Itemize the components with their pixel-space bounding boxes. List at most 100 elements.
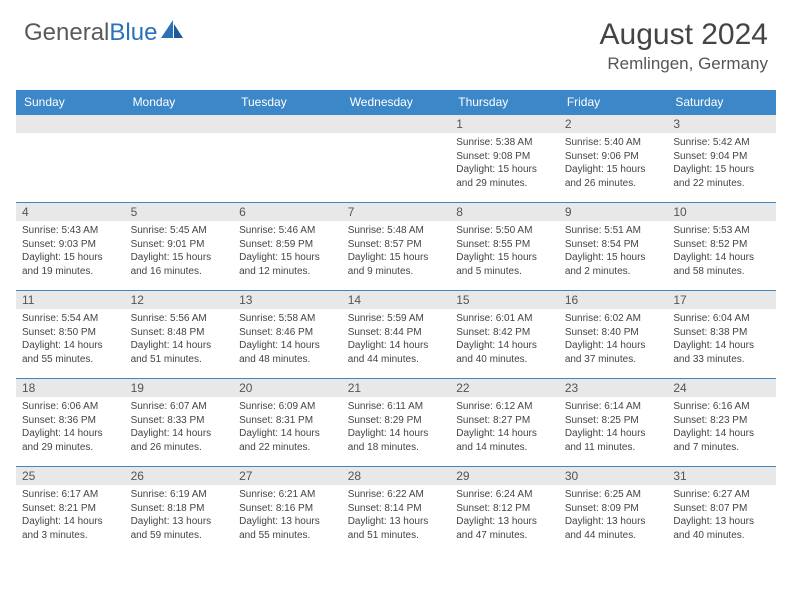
- sunset-text: Sunset: 8:57 PM: [348, 238, 445, 252]
- sunrise-text: Sunrise: 6:12 AM: [456, 400, 553, 414]
- sunrise-text: Sunrise: 6:01 AM: [456, 312, 553, 326]
- day-number: 2: [559, 115, 668, 133]
- calendar-cell: 5Sunrise: 5:45 AMSunset: 9:01 PMDaylight…: [125, 203, 234, 291]
- weekday-header: Sunday: [16, 90, 125, 115]
- day-number: 4: [16, 203, 125, 221]
- daylight-text: Daylight: 15 hours and 9 minutes.: [348, 251, 445, 278]
- sunset-text: Sunset: 9:03 PM: [22, 238, 119, 252]
- sunset-text: Sunset: 8:55 PM: [456, 238, 553, 252]
- calendar-cell: 30Sunrise: 6:25 AMSunset: 8:09 PMDayligh…: [559, 467, 668, 555]
- daylight-text: Daylight: 15 hours and 16 minutes.: [131, 251, 228, 278]
- sunset-text: Sunset: 9:04 PM: [673, 150, 770, 164]
- daylight-text: Daylight: 15 hours and 2 minutes.: [565, 251, 662, 278]
- calendar-cell: 18Sunrise: 6:06 AMSunset: 8:36 PMDayligh…: [16, 379, 125, 467]
- weekday-header: Friday: [559, 90, 668, 115]
- calendar-cell: [233, 115, 342, 203]
- calendar-cell: 15Sunrise: 6:01 AMSunset: 8:42 PMDayligh…: [450, 291, 559, 379]
- sunset-text: Sunset: 8:23 PM: [673, 414, 770, 428]
- calendar-body: 1Sunrise: 5:38 AMSunset: 9:08 PMDaylight…: [16, 115, 776, 555]
- daylight-text: Daylight: 15 hours and 12 minutes.: [239, 251, 336, 278]
- day-info: Sunrise: 5:48 AMSunset: 8:57 PMDaylight:…: [342, 221, 451, 282]
- calendar-cell: 21Sunrise: 6:11 AMSunset: 8:29 PMDayligh…: [342, 379, 451, 467]
- day-info: Sunrise: 5:38 AMSunset: 9:08 PMDaylight:…: [450, 133, 559, 194]
- sunset-text: Sunset: 9:06 PM: [565, 150, 662, 164]
- calendar-week: 18Sunrise: 6:06 AMSunset: 8:36 PMDayligh…: [16, 379, 776, 467]
- day-number: 26: [125, 467, 234, 485]
- sunset-text: Sunset: 8:59 PM: [239, 238, 336, 252]
- sunrise-text: Sunrise: 5:43 AM: [22, 224, 119, 238]
- sunrise-text: Sunrise: 5:56 AM: [131, 312, 228, 326]
- daylight-text: Daylight: 14 hours and 44 minutes.: [348, 339, 445, 366]
- daylight-text: Daylight: 14 hours and 29 minutes.: [22, 427, 119, 454]
- sunset-text: Sunset: 8:40 PM: [565, 326, 662, 340]
- day-info: Sunrise: 5:40 AMSunset: 9:06 PMDaylight:…: [559, 133, 668, 194]
- sunrise-text: Sunrise: 6:07 AM: [131, 400, 228, 414]
- daylight-text: Daylight: 14 hours and 55 minutes.: [22, 339, 119, 366]
- calendar-cell: 16Sunrise: 6:02 AMSunset: 8:40 PMDayligh…: [559, 291, 668, 379]
- day-number: [233, 115, 342, 133]
- day-info: Sunrise: 6:12 AMSunset: 8:27 PMDaylight:…: [450, 397, 559, 458]
- calendar-cell: 14Sunrise: 5:59 AMSunset: 8:44 PMDayligh…: [342, 291, 451, 379]
- sunset-text: Sunset: 8:42 PM: [456, 326, 553, 340]
- sunrise-text: Sunrise: 5:53 AM: [673, 224, 770, 238]
- sunrise-text: Sunrise: 6:04 AM: [673, 312, 770, 326]
- day-number: 21: [342, 379, 451, 397]
- sunrise-text: Sunrise: 6:14 AM: [565, 400, 662, 414]
- logo-text-gray: General: [24, 19, 109, 47]
- daylight-text: Daylight: 13 hours and 40 minutes.: [673, 515, 770, 542]
- day-number: 29: [450, 467, 559, 485]
- calendar-cell: 28Sunrise: 6:22 AMSunset: 8:14 PMDayligh…: [342, 467, 451, 555]
- daylight-text: Daylight: 15 hours and 5 minutes.: [456, 251, 553, 278]
- sunrise-text: Sunrise: 6:24 AM: [456, 488, 553, 502]
- calendar-week: 4Sunrise: 5:43 AMSunset: 9:03 PMDaylight…: [16, 203, 776, 291]
- day-number: 11: [16, 291, 125, 309]
- weekday-header: Tuesday: [233, 90, 342, 115]
- sunset-text: Sunset: 9:08 PM: [456, 150, 553, 164]
- daylight-text: Daylight: 14 hours and 26 minutes.: [131, 427, 228, 454]
- calendar-cell: 19Sunrise: 6:07 AMSunset: 8:33 PMDayligh…: [125, 379, 234, 467]
- month-title: August 2024: [600, 18, 768, 52]
- sunset-text: Sunset: 8:07 PM: [673, 502, 770, 516]
- sunset-text: Sunset: 8:25 PM: [565, 414, 662, 428]
- sunset-text: Sunset: 8:21 PM: [22, 502, 119, 516]
- day-number: 7: [342, 203, 451, 221]
- daylight-text: Daylight: 14 hours and 11 minutes.: [565, 427, 662, 454]
- day-number: 12: [125, 291, 234, 309]
- day-number: 3: [667, 115, 776, 133]
- day-number: [342, 115, 451, 133]
- day-info: Sunrise: 5:51 AMSunset: 8:54 PMDaylight:…: [559, 221, 668, 282]
- sunrise-text: Sunrise: 5:58 AM: [239, 312, 336, 326]
- daylight-text: Daylight: 14 hours and 37 minutes.: [565, 339, 662, 366]
- day-info: Sunrise: 6:27 AMSunset: 8:07 PMDaylight:…: [667, 485, 776, 546]
- day-number: 14: [342, 291, 451, 309]
- day-number: 30: [559, 467, 668, 485]
- sunset-text: Sunset: 8:36 PM: [22, 414, 119, 428]
- calendar-cell: 23Sunrise: 6:14 AMSunset: 8:25 PMDayligh…: [559, 379, 668, 467]
- daylight-text: Daylight: 14 hours and 48 minutes.: [239, 339, 336, 366]
- title-block: August 2024 Remlingen, Germany: [600, 18, 768, 74]
- day-info: Sunrise: 5:43 AMSunset: 9:03 PMDaylight:…: [16, 221, 125, 282]
- daylight-text: Daylight: 13 hours and 59 minutes.: [131, 515, 228, 542]
- location: Remlingen, Germany: [600, 54, 768, 74]
- day-info: Sunrise: 6:19 AMSunset: 8:18 PMDaylight:…: [125, 485, 234, 546]
- logo: GeneralBlue: [24, 18, 185, 47]
- sunset-text: Sunset: 8:46 PM: [239, 326, 336, 340]
- calendar-cell: 17Sunrise: 6:04 AMSunset: 8:38 PMDayligh…: [667, 291, 776, 379]
- day-info: Sunrise: 6:25 AMSunset: 8:09 PMDaylight:…: [559, 485, 668, 546]
- sunrise-text: Sunrise: 6:22 AM: [348, 488, 445, 502]
- sunset-text: Sunset: 8:48 PM: [131, 326, 228, 340]
- daylight-text: Daylight: 14 hours and 33 minutes.: [673, 339, 770, 366]
- day-info: Sunrise: 6:16 AMSunset: 8:23 PMDaylight:…: [667, 397, 776, 458]
- day-info: Sunrise: 5:59 AMSunset: 8:44 PMDaylight:…: [342, 309, 451, 370]
- day-info: Sunrise: 6:07 AMSunset: 8:33 PMDaylight:…: [125, 397, 234, 458]
- calendar-week: 1Sunrise: 5:38 AMSunset: 9:08 PMDaylight…: [16, 115, 776, 203]
- sunrise-text: Sunrise: 5:51 AM: [565, 224, 662, 238]
- day-info: Sunrise: 6:24 AMSunset: 8:12 PMDaylight:…: [450, 485, 559, 546]
- sunrise-text: Sunrise: 6:16 AM: [673, 400, 770, 414]
- day-number: 25: [16, 467, 125, 485]
- calendar-cell: 1Sunrise: 5:38 AMSunset: 9:08 PMDaylight…: [450, 115, 559, 203]
- calendar-head: SundayMondayTuesdayWednesdayThursdayFrid…: [16, 90, 776, 115]
- daylight-text: Daylight: 14 hours and 18 minutes.: [348, 427, 445, 454]
- day-info: Sunrise: 6:17 AMSunset: 8:21 PMDaylight:…: [16, 485, 125, 546]
- day-number: 19: [125, 379, 234, 397]
